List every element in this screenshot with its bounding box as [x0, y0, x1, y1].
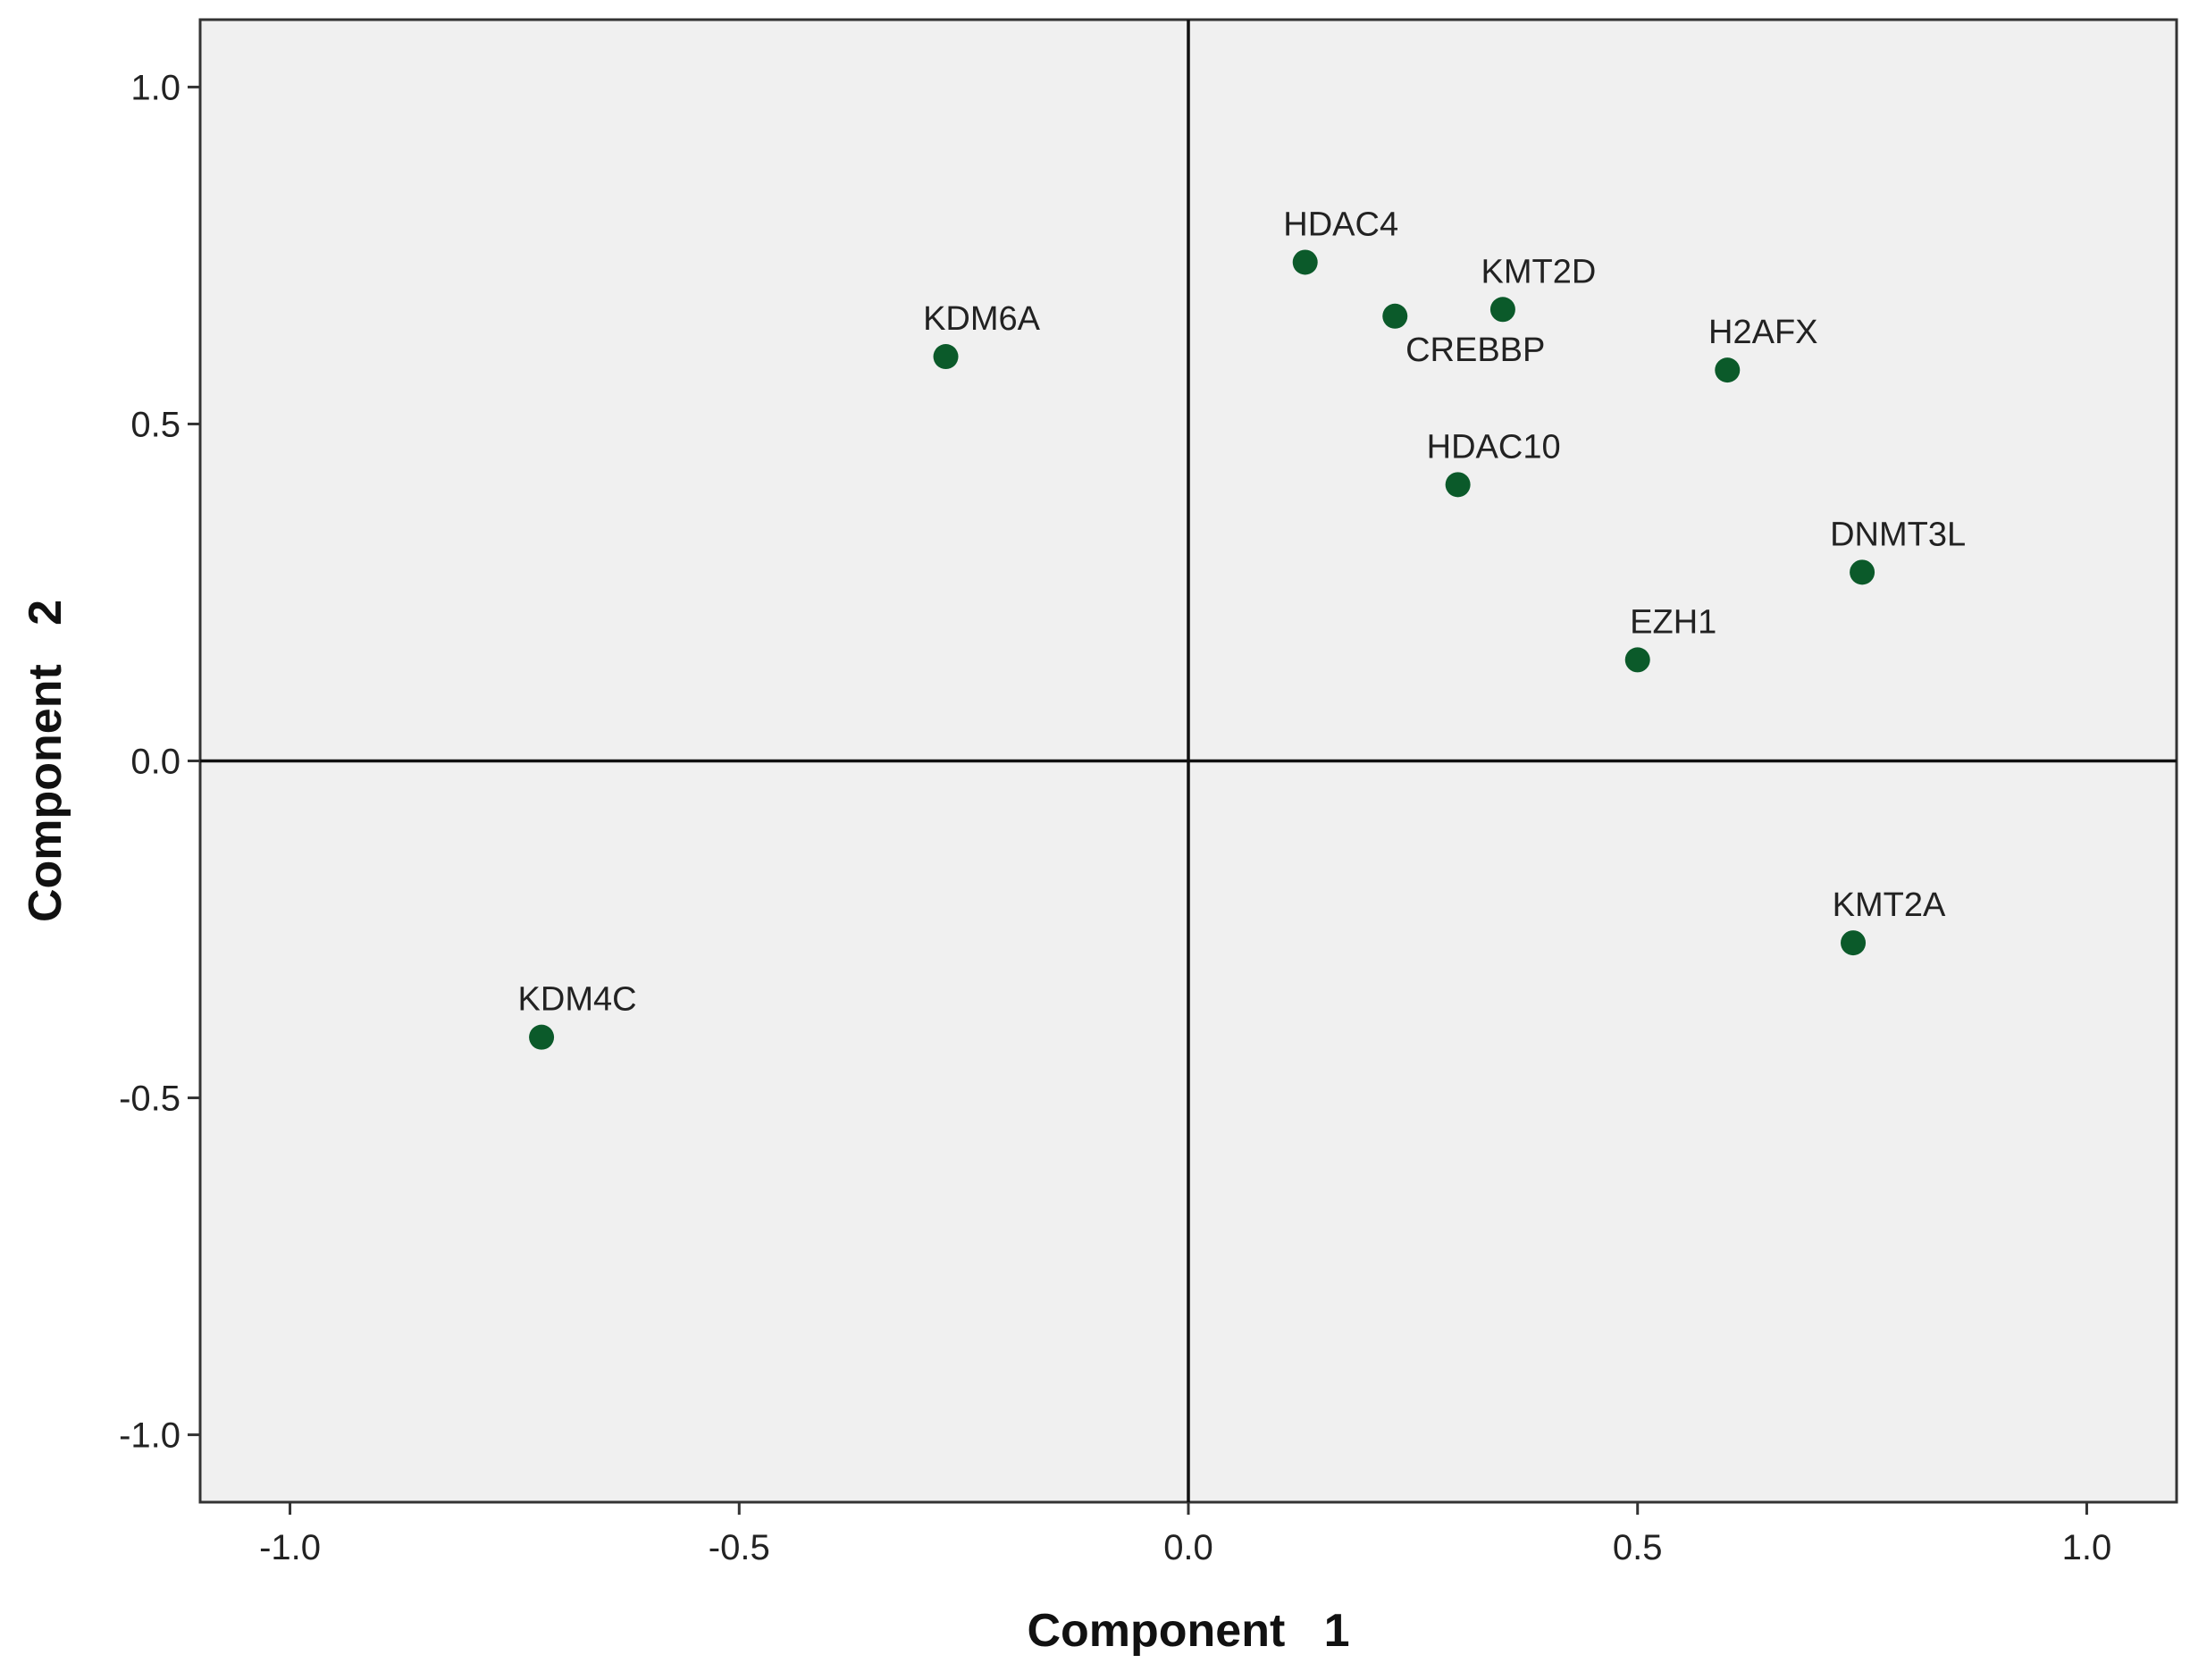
- data-point-hdac10: [1445, 472, 1471, 498]
- x-tick-label: 1.0: [2062, 1528, 2112, 1567]
- y-axis: 1.0 0.5 0.0 -0.5 -1.0: [119, 68, 200, 1456]
- y-tick-label: -1.0: [119, 1416, 180, 1456]
- data-point-kmt2d: [1489, 297, 1515, 323]
- y-tick-label: 0.0: [130, 743, 180, 782]
- data-point-kdm6a: [933, 344, 959, 370]
- y-axis-title: Component 2: [20, 600, 71, 922]
- y-tick-label: 1.0: [130, 68, 180, 107]
- data-label-hdac10: HDAC10: [1427, 428, 1561, 466]
- data-label-kmt2d: KMT2D: [1481, 253, 1597, 290]
- data-point-kdm4c: [529, 1024, 555, 1050]
- data-point-labels: HDAC4 KMT2D CREBBP KDM6A H2AFX HDAC10 DNMT3L EZ…: [518, 206, 1967, 1018]
- data-point-h2afx: [1715, 357, 1741, 383]
- data-label-ezh1: EZH1: [1630, 603, 1716, 641]
- data-label-hdac4: HDAC4: [1283, 206, 1398, 243]
- data-point-hdac4: [1292, 249, 1318, 275]
- data-label-h2afx: H2AFX: [1708, 314, 1817, 351]
- x-tick-label: -1.0: [259, 1528, 321, 1567]
- data-label-kmt2a: KMT2A: [1833, 886, 1946, 924]
- data-label-kdm6a: KDM6A: [923, 300, 1041, 338]
- data-label-dnmt3l: DNMT3L: [1830, 516, 1966, 553]
- y-tick-label: -0.5: [119, 1079, 180, 1119]
- data-points: [529, 249, 1875, 1050]
- data-point-kmt2a: [1841, 930, 1867, 956]
- x-axis: -1.0 -0.5 0.0 0.5 1.0: [259, 1502, 2111, 1567]
- x-tick-label: 0.5: [1613, 1528, 1663, 1567]
- x-tick-label: 0.0: [1163, 1528, 1213, 1567]
- data-point-crebbp: [1382, 303, 1408, 329]
- data-label-crebbp: CREBBP: [1405, 332, 1545, 369]
- data-point-ezh1: [1624, 647, 1650, 673]
- x-tick-label: -0.5: [709, 1528, 770, 1567]
- data-point-dnmt3l: [1850, 559, 1875, 585]
- data-label-kdm4c: KDM4C: [518, 981, 637, 1019]
- x-axis-title: Component 1: [1027, 1605, 1349, 1657]
- reference-lines: [200, 20, 2177, 1502]
- y-tick-label: 0.5: [130, 405, 180, 444]
